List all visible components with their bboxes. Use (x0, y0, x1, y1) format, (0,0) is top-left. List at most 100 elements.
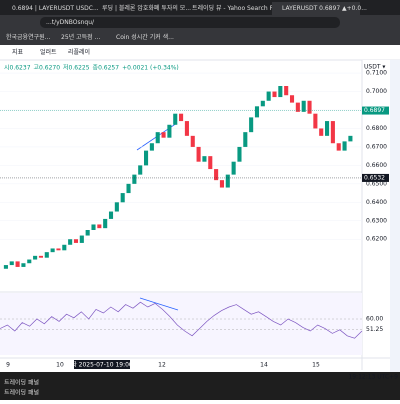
price-tag-label: 0.6897 (364, 107, 385, 114)
bookmark[interactable]: 25년 고득점 ... (61, 33, 100, 41)
candle (173, 113, 178, 125)
price-tag-label: 0.6532 (364, 174, 385, 181)
price-label: 0.6700 (366, 143, 387, 150)
price-label: 0.6600 (366, 162, 387, 169)
candle (132, 174, 137, 184)
side-panel (390, 60, 400, 375)
candle (237, 146, 242, 162)
footer-tab[interactable]: 트레이딩 패널 (4, 389, 39, 397)
bookmarks-bar (0, 30, 400, 45)
candle (97, 224, 102, 229)
price-tag (362, 173, 389, 182)
candle (9, 261, 14, 266)
trend-line (139, 297, 179, 311)
candle (196, 146, 201, 162)
candle (85, 230, 90, 236)
candle (330, 121, 335, 144)
tab-title[interactable]: 0.6894 | LAYERUSDT USDC... (12, 5, 99, 12)
quote-currency[interactable]: USDT ▾ (364, 64, 385, 71)
ohlc-value: 종0.6257 (93, 65, 120, 72)
price-tag (362, 106, 389, 115)
candle (144, 150, 149, 166)
candle (15, 261, 20, 267)
rsi-panel (0, 293, 362, 355)
time-label: 9 (6, 362, 10, 369)
toolbar-item[interactable]: 지표 (12, 48, 24, 56)
candle (319, 128, 324, 136)
time-label: 12 (158, 362, 166, 369)
candle (161, 132, 166, 138)
tab-title[interactable]: 트레이딩 뷰 - Yahoo Search Re... (192, 4, 283, 12)
candle (284, 86, 289, 96)
price-label: 0.6800 (366, 125, 387, 132)
bookmark[interactable]: Coin 성시간 기커 색... (116, 33, 174, 41)
clock: 19:12:13 UTC+9 (348, 374, 398, 381)
candle (56, 248, 61, 251)
candle (225, 174, 230, 188)
toolbar-item[interactable]: 얼러트 (40, 48, 57, 56)
toolbar-item[interactable]: 리플레이 (68, 48, 90, 56)
tab-title[interactable]: LAYERUSDT 0.6897 ▲+0.0... (282, 5, 367, 12)
candle (289, 95, 295, 103)
ohlc-value: 고0.6270 (34, 65, 61, 72)
rsi-label: 51.25 (366, 326, 383, 333)
time-label: 14 (260, 362, 268, 369)
candle (254, 106, 260, 118)
ohlc-value: 시0.6237 (4, 65, 31, 72)
tv-toolbar (0, 45, 400, 60)
rsi-line (0, 301, 363, 339)
candle (167, 124, 172, 138)
tab-title[interactable]: 루딩 | 블레론 암호화폐 투자의 모... (102, 4, 191, 12)
candle (208, 156, 213, 170)
active-tab[interactable] (272, 2, 360, 15)
candle (33, 255, 38, 260)
omnibox[interactable] (40, 17, 340, 28)
time-label: 15 (312, 362, 320, 369)
candle (249, 117, 254, 133)
candle (108, 211, 114, 219)
time-label: 10 (56, 362, 64, 369)
price-label: 0.6300 (366, 217, 387, 224)
price-label: 0.6500 (366, 180, 387, 187)
price-label: 0.6200 (366, 236, 387, 243)
candle (38, 255, 43, 258)
crosshair-time: 화 2025-07-10 19:00 (71, 362, 133, 369)
footer-tab[interactable]: 트레이딩 패널 (4, 379, 39, 387)
candle (325, 121, 330, 136)
candle (336, 143, 341, 151)
ohlc-value: +0.0021 (+0.34%) (122, 65, 179, 72)
candle (190, 135, 195, 147)
rsi-label: 60.00 (366, 316, 383, 323)
candle (214, 169, 219, 181)
candle (120, 193, 125, 203)
price-label: 0.7100 (366, 70, 387, 77)
candle (138, 165, 143, 175)
candle (3, 265, 8, 269)
candle (342, 141, 347, 151)
candle (348, 135, 353, 142)
candle (202, 156, 207, 162)
candle (73, 239, 79, 243)
candle (114, 202, 119, 212)
candle (295, 102, 300, 112)
candle (307, 100, 312, 114)
candle (278, 86, 283, 98)
candle (126, 183, 131, 194)
footer (0, 372, 400, 400)
price-label: 0.7000 (366, 88, 387, 95)
candle (272, 91, 277, 98)
candle (301, 100, 306, 112)
candle (231, 161, 236, 175)
candle (62, 244, 67, 251)
candle (103, 218, 108, 229)
candle (179, 113, 184, 122)
bookmark[interactable]: 한국금융연구원... (6, 33, 50, 41)
candle (68, 239, 73, 245)
candle (79, 235, 84, 243)
candle (27, 259, 32, 264)
ohlc-value: 저0.6225 (63, 64, 90, 72)
candle (313, 113, 318, 129)
candle (91, 224, 96, 230)
candle (266, 91, 271, 101)
